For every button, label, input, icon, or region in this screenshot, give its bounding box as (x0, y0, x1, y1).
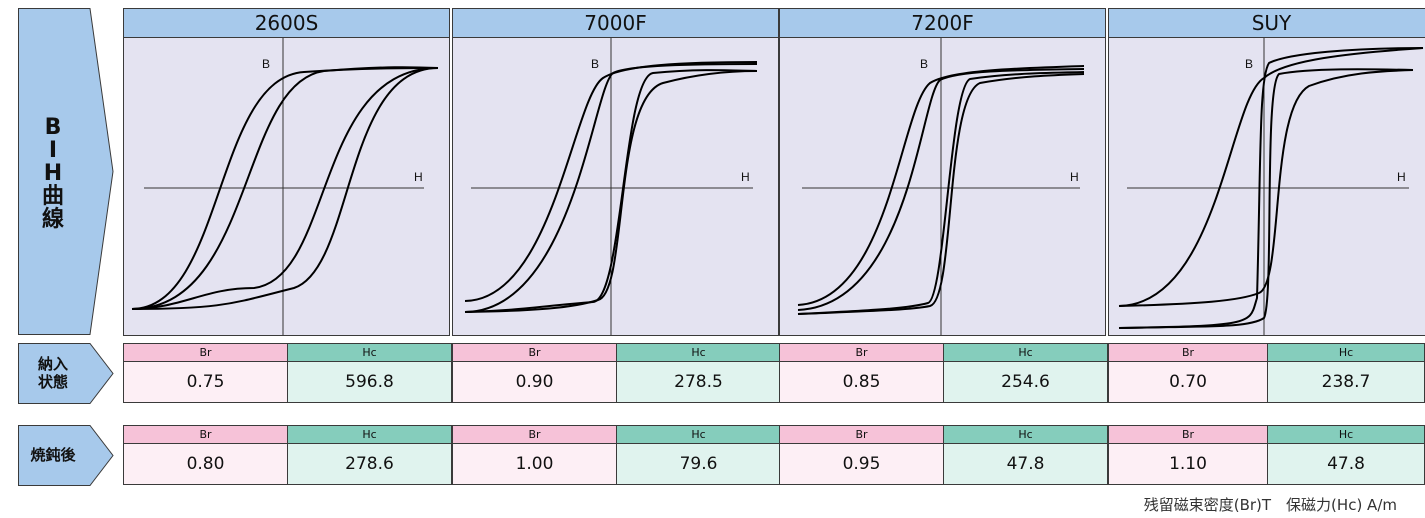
b-axis-label: B (920, 57, 928, 71)
br-value: 0.95 (779, 443, 944, 485)
br-header: Br (123, 425, 288, 444)
bh-curve-row-label: B I H 曲 線 (18, 8, 114, 335)
bh-curve-svg: B H (797, 38, 1085, 335)
hc-value: 238.7 (1267, 361, 1425, 403)
bh-curve-plot: B H (452, 37, 779, 336)
hc-header: Hc (943, 343, 1108, 362)
hysteresis-curve (131, 67, 439, 310)
br-header: Br (779, 425, 944, 444)
b-axis-label: B (262, 57, 270, 71)
as-delivered-table-suy: Br Hc 0.70 238.7 (1108, 343, 1425, 403)
annealed-table-2600s: Br Hc 0.80 278.6 (123, 425, 452, 485)
h-axis-label: H (1397, 170, 1406, 184)
br-header: Br (779, 343, 944, 362)
hysteresis-curve (464, 63, 758, 313)
as-delivered-table-2600s: Br Hc 0.75 596.8 (123, 343, 452, 403)
br-header: Br (452, 343, 617, 362)
as-delivered-arrow-shape (18, 343, 114, 404)
hc-value: 596.8 (287, 361, 452, 403)
annealed-arrow-shape (18, 425, 114, 486)
b-axis-label: B (591, 57, 599, 71)
material-name: 2600S (123, 8, 450, 37)
hc-header: Hc (287, 425, 452, 444)
br-value: 0.75 (123, 361, 288, 403)
hysteresis-curve (797, 65, 1085, 306)
bh-curve-svg: B H (464, 38, 758, 335)
br-header: Br (1108, 343, 1268, 362)
as-delivered-label: 納入 状態 (18, 355, 88, 391)
hc-header: Hc (1267, 343, 1425, 362)
material-panel-suy: SUY B H (1108, 8, 1425, 336)
br-header: Br (123, 343, 288, 362)
hc-header: Hc (287, 343, 452, 362)
hc-value: 254.6 (943, 361, 1108, 403)
hc-value: 79.6 (616, 443, 781, 485)
br-value: 1.10 (1108, 443, 1268, 485)
units-footnote: 残留磁束密度(Br)T 保磁力(Hc) A/m (1143, 496, 1397, 514)
br-value: 0.70 (1108, 361, 1268, 403)
br-header: Br (452, 425, 617, 444)
hysteresis-curve (1118, 68, 1414, 329)
as-delivered-row-label: 納入 状態 (18, 343, 114, 404)
h-axis-label: H (414, 170, 423, 184)
bh-curve-label-char: I (48, 138, 58, 163)
hc-value: 47.8 (1267, 443, 1425, 485)
as-delivered-table-7000f: Br Hc 0.90 278.5 (452, 343, 781, 403)
bh-curve-label-char: 曲 (41, 184, 64, 209)
br-value: 0.80 (123, 443, 288, 485)
annealed-table-suy: Br Hc 1.10 47.8 (1108, 425, 1425, 485)
hysteresis-curve (464, 70, 758, 313)
as-delivered-label-line: 状態 (37, 373, 68, 391)
hc-value: 278.5 (616, 361, 781, 403)
material-name: 7000F (452, 8, 779, 37)
hysteresis-curve (131, 67, 439, 310)
hc-value: 47.8 (943, 443, 1108, 485)
br-value: 0.90 (452, 361, 617, 403)
hysteresis-curve (1118, 47, 1424, 307)
br-header: Br (1108, 425, 1268, 444)
bh-curve-label: B I H 曲 線 (18, 116, 88, 231)
h-axis-label: H (1070, 170, 1079, 184)
as-delivered-label-line: 納入 (37, 355, 68, 373)
as-delivered-table-7200f: Br Hc 0.85 254.6 (779, 343, 1108, 403)
hysteresis-curve (797, 68, 1085, 311)
hysteresis-curve (797, 71, 1085, 315)
annealed-table-7200f: Br Hc 0.95 47.8 (779, 425, 1108, 485)
material-name: SUY (1108, 8, 1425, 37)
hysteresis-curve (797, 73, 1085, 315)
hysteresis-curve (1118, 69, 1414, 307)
material-panel-7000f: 7000F B H (452, 8, 779, 336)
bh-curve-svg: B H (131, 38, 439, 335)
hysteresis-curve (131, 66, 439, 310)
annealed-row-label: 焼鈍後 (18, 425, 114, 486)
hc-value: 278.6 (287, 443, 452, 485)
hysteresis-curve (1118, 47, 1424, 329)
bh-curve-svg: B H (1118, 38, 1424, 335)
bh-curve-plot: B H (123, 37, 450, 336)
annealed-table-7000f: Br Hc 1.00 79.6 (452, 425, 781, 485)
hc-header: Hc (616, 343, 781, 362)
bh-curve-label-char: 線 (41, 207, 64, 232)
b-axis-label: B (1245, 57, 1253, 71)
h-axis-label: H (741, 170, 750, 184)
br-value: 0.85 (779, 361, 944, 403)
annealed-label: 焼鈍後 (30, 446, 76, 464)
hc-header: Hc (616, 425, 781, 444)
material-panel-7200f: 7200F B H (779, 8, 1106, 336)
br-value: 1.00 (452, 443, 617, 485)
hc-header: Hc (943, 425, 1108, 444)
bh-curve-plot: B H (779, 37, 1106, 336)
material-panel-2600s: 2600S B H (123, 8, 450, 336)
bh-curve-plot: B H (1108, 37, 1425, 336)
bh-curve-label-char: B (44, 115, 62, 140)
hysteresis-curve (464, 61, 758, 302)
material-name: 7200F (779, 8, 1106, 37)
hc-header: Hc (1267, 425, 1425, 444)
bh-curve-arrow-shape (18, 8, 114, 335)
bh-curve-label-char: H (43, 161, 63, 186)
